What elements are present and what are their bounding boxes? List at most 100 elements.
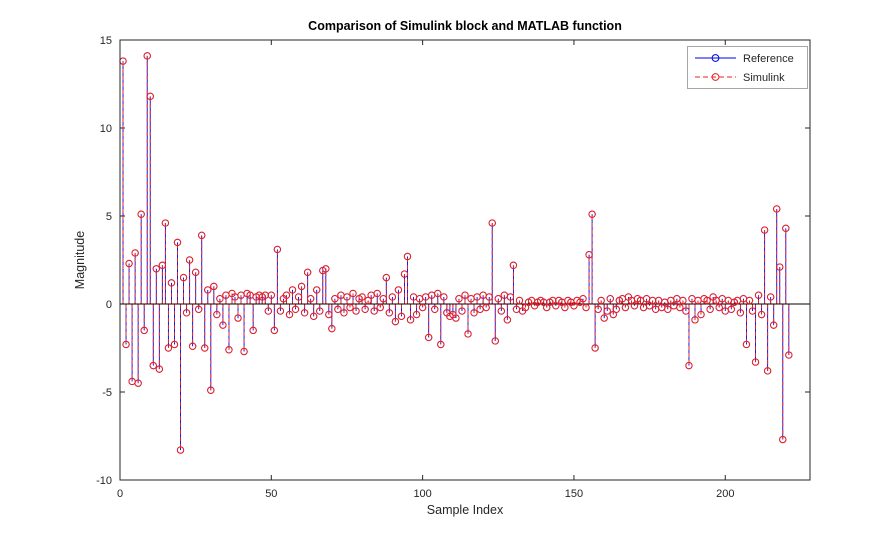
stem-marker-simulink-icon	[458, 307, 466, 315]
stem-marker-simulink-icon	[198, 231, 206, 240]
stem-marker-simulink-icon	[434, 289, 442, 298]
y-tick-label: -10	[96, 475, 112, 487]
stem-marker-simulink-icon	[331, 295, 339, 303]
stem-marker-simulink-icon	[313, 286, 321, 294]
stem-marker-simulink-icon	[742, 340, 751, 349]
stem-marker-simulink-icon	[685, 361, 693, 370]
stem-marker-simulink-icon	[213, 310, 221, 319]
stem-marker-simulink-icon	[736, 309, 745, 317]
stem-marker-simulink-icon	[225, 346, 233, 354]
stem-marker-simulink-icon	[600, 314, 608, 322]
stem-marker-simulink-icon	[349, 289, 357, 298]
stem-marker-simulink-icon	[316, 307, 324, 315]
stem-marker-simulink-icon	[488, 219, 496, 227]
plot-area: 0 50 100 150 200 -10 -5 0 5 10 15	[96, 35, 811, 500]
stem-marker-simulink-icon	[424, 333, 433, 342]
stem-marker-simulink-icon	[161, 219, 170, 227]
stem-marker-simulink-icon	[406, 316, 415, 324]
stem-marker-simulink-icon	[561, 303, 569, 312]
stem-marker-simulink-icon	[612, 305, 621, 313]
stem-marker-simulink-icon	[773, 205, 781, 213]
stem-marker-simulink-icon	[785, 351, 793, 359]
x-tick-label: 100	[413, 488, 431, 500]
stem-marker-simulink-icon	[597, 296, 605, 305]
stem-marker-simulink-icon	[137, 210, 145, 218]
stem-marker-simulink-icon	[334, 305, 342, 313]
stem-marker-simulink-icon	[194, 305, 203, 313]
stem-marker-simulink-icon	[697, 310, 705, 319]
stem-marker-simulink-icon	[763, 367, 772, 375]
stem-marker-simulink-icon	[273, 245, 282, 254]
stem-marker-simulink-icon	[757, 310, 766, 319]
stem-marker-simulink-icon	[264, 307, 272, 315]
x-tick-label: 150	[565, 488, 583, 500]
stem-marker-simulink-icon	[173, 238, 182, 247]
stem-marker-simulink-icon	[606, 295, 614, 303]
legend-item-simulink: Simulink	[695, 72, 785, 84]
stem-marker-simulink-icon	[385, 309, 394, 317]
stem-marker-simulink-icon	[727, 305, 736, 313]
stem-marker-simulink-icon	[285, 310, 294, 319]
stem-marker-simulink-icon	[482, 303, 490, 312]
stem-marker-simulink-icon	[219, 321, 227, 329]
stem-marker-simulink-icon	[760, 226, 769, 234]
stem-marker-simulink-icon	[249, 326, 257, 335]
stem-marker-simulink-icon	[591, 344, 599, 352]
stem-marker-simulink-icon	[412, 310, 421, 319]
stem-marker-simulink-icon	[751, 358, 760, 366]
stem-marker-simulink-icon	[340, 309, 348, 317]
stem-marker-simulink-icon	[470, 309, 478, 317]
y-tick-label: 15	[100, 35, 112, 47]
stem-marker-simulink-icon	[388, 293, 397, 301]
axis-box	[119, 39, 811, 481]
stem-marker-simulink-icon	[358, 293, 366, 301]
stem-marker-simulink-icon	[594, 305, 602, 313]
stem-marker-simulink-icon	[131, 249, 139, 257]
stem-marker-simulink-icon	[394, 286, 403, 294]
stem-marker-simulink-icon	[201, 344, 209, 352]
stem-marker-simulink-icon	[309, 312, 318, 321]
stem-marker-simulink-icon	[582, 303, 590, 312]
stem-marker-simulink-icon	[291, 305, 300, 313]
stem-marker-simulink-icon	[297, 282, 306, 291]
stem-marker-simulink-icon	[361, 305, 369, 313]
stem-marker-simulink-icon	[343, 293, 351, 301]
stem-marker-simulink-icon	[352, 307, 360, 315]
stem-marker-simulink-icon	[603, 307, 611, 315]
stem-marker-simulink-icon	[682, 307, 690, 315]
stem-marker-simulink-icon	[403, 252, 412, 261]
stem-marker-simulink-icon	[440, 293, 448, 301]
y-tick-label: 5	[106, 211, 112, 223]
stem-marker-simulink-icon	[134, 379, 142, 387]
stem-marker-simulink-icon	[143, 52, 151, 60]
legend-label-simulink: Simulink	[743, 72, 785, 84]
stem-marker-simulink-icon	[270, 326, 279, 335]
stem-marker-simulink-icon	[748, 307, 757, 315]
stem-marker-simulink-icon	[282, 291, 291, 299]
stem-marker-simulink-icon	[391, 317, 400, 326]
stem-marker-simulink-icon	[288, 286, 297, 294]
stem-marker-simulink-icon	[706, 305, 714, 313]
stem-marker-simulink-icon	[452, 314, 460, 322]
stem-marker-simulink-icon	[782, 224, 790, 233]
stem-marker-simulink-icon	[164, 344, 173, 352]
stem-marker-simulink-icon	[400, 270, 409, 278]
x-axis-label: Sample Index	[427, 503, 504, 517]
stem-marker-simulink-icon	[346, 303, 354, 312]
stem-marker-simulink-icon	[185, 256, 194, 264]
stem-marker-simulink-icon	[754, 291, 763, 299]
stem-marker-simulink-icon	[485, 293, 493, 301]
stem-marker-simulink-icon	[464, 330, 472, 338]
x-tick-label: 50	[265, 488, 277, 500]
stem-marker-simulink-icon	[679, 296, 687, 305]
stem-marker-simulink-icon	[585, 251, 593, 259]
y-axis-label: Magnitude	[73, 231, 87, 289]
stem-marker-simulink-icon	[491, 337, 499, 345]
stem-marker-simulink-icon	[125, 259, 133, 268]
stem-marker-simulink-icon	[122, 340, 130, 349]
stem-marker-simulink-icon	[676, 303, 684, 312]
legend-label-reference: Reference	[743, 53, 794, 65]
stem-marker-simulink-icon	[146, 92, 154, 101]
